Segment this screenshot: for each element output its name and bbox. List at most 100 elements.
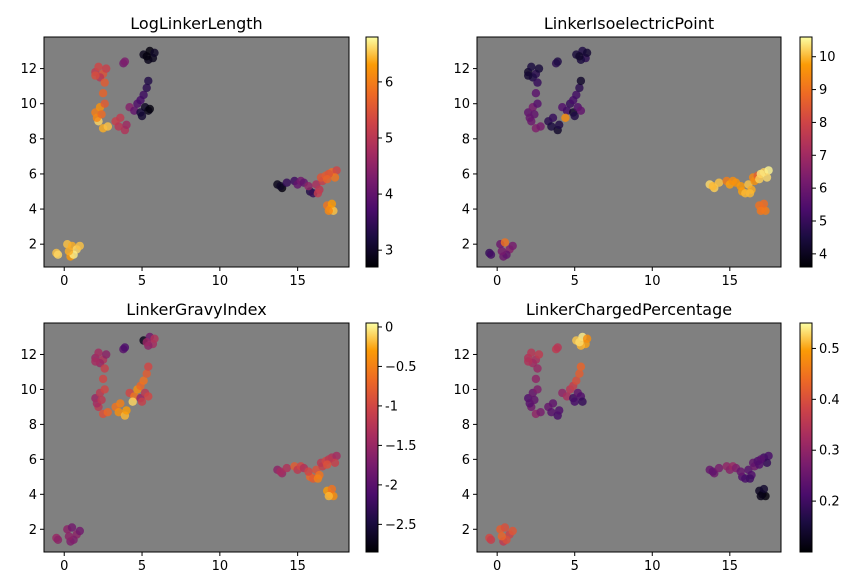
scatter-point bbox=[282, 463, 291, 473]
scatter-point bbox=[582, 334, 592, 343]
x-tick-label: 5 bbox=[138, 274, 146, 289]
scatter-point bbox=[97, 395, 106, 405]
y-tick-label: 12 bbox=[453, 348, 470, 363]
scatter-point bbox=[582, 48, 592, 57]
scatter-point bbox=[64, 247, 74, 256]
scatter-point bbox=[762, 458, 772, 467]
scatter-point bbox=[755, 460, 764, 469]
scatter-point bbox=[137, 397, 147, 406]
scatter-point bbox=[122, 120, 131, 129]
scatter-point bbox=[759, 484, 769, 494]
scatter-point bbox=[508, 526, 517, 536]
scatter-point bbox=[508, 241, 517, 251]
panel-3: LinkerChargedPercentage 0 5 10 15 2 4 6 8 10 12 0.2… bbox=[453, 300, 839, 574]
x-tick-label: 0 bbox=[493, 559, 501, 574]
scatter-point bbox=[332, 451, 341, 461]
y-tick-label: 12 bbox=[20, 62, 37, 77]
scatter-point bbox=[547, 122, 556, 131]
scatter-point bbox=[313, 189, 323, 198]
scatter-point bbox=[533, 364, 542, 373]
colorbar-tick-label: -1 bbox=[385, 399, 398, 414]
scatter-point bbox=[142, 52, 151, 61]
y-tick-label: 4 bbox=[462, 203, 470, 218]
y-tick-label: 2 bbox=[462, 238, 470, 253]
scatter-point bbox=[103, 408, 113, 417]
scatter-point bbox=[536, 408, 545, 417]
chart-title: LinkerIsoelectricPoint bbox=[544, 14, 714, 33]
scatter-point bbox=[762, 173, 772, 182]
scatter-point bbox=[708, 467, 717, 476]
scatter-point bbox=[128, 397, 137, 406]
chart-title: LinkerGravyIndex bbox=[126, 300, 266, 319]
scatter-point bbox=[64, 532, 74, 541]
scatter-point bbox=[575, 52, 584, 61]
scatter-point bbox=[103, 122, 113, 131]
scatter-point bbox=[576, 106, 586, 115]
scatter-point bbox=[276, 467, 285, 476]
scatter-point bbox=[486, 535, 496, 544]
scatter-point bbox=[756, 206, 765, 215]
plot-area bbox=[44, 37, 349, 267]
colorbar-tick-label: 0.2 bbox=[819, 495, 840, 510]
scatter-point bbox=[497, 532, 506, 541]
colorbar-gradient bbox=[366, 323, 378, 552]
scatter-point bbox=[572, 376, 581, 385]
scatter-point bbox=[304, 182, 313, 191]
scatter-point bbox=[75, 241, 85, 251]
colorbar-tick-label: 8 bbox=[819, 116, 827, 131]
scatter-point bbox=[91, 71, 100, 80]
scatter-point bbox=[327, 484, 337, 494]
y-tick-label: 8 bbox=[462, 132, 470, 147]
scatter-point bbox=[276, 182, 285, 191]
scatter-point bbox=[570, 111, 579, 121]
scatter-point bbox=[575, 369, 584, 378]
scatter-point bbox=[323, 460, 332, 469]
chart-title: LinkerChargedPercentage bbox=[526, 300, 732, 319]
scatter-point bbox=[100, 364, 109, 373]
colorbar-tick-label: 7 bbox=[819, 149, 827, 164]
scatter-point bbox=[144, 392, 153, 401]
scatter-point bbox=[576, 362, 586, 371]
x-tick-label: 5 bbox=[571, 274, 579, 289]
colorbar-tick-label: 0 bbox=[385, 320, 393, 335]
y-tick-label: 10 bbox=[453, 97, 470, 112]
scatter-point bbox=[114, 122, 123, 131]
scatter-point bbox=[94, 62, 103, 71]
scatter-point bbox=[547, 408, 556, 417]
colorbar-frame bbox=[799, 322, 813, 553]
y-tick-label: 4 bbox=[29, 203, 37, 218]
colorbar-tick-label: −0.5 bbox=[385, 360, 417, 375]
scatter-point bbox=[324, 491, 333, 501]
y-tick-label: 6 bbox=[462, 453, 470, 468]
scatter-point bbox=[533, 385, 542, 394]
colorbar-tick-label: 4 bbox=[385, 188, 393, 203]
scatter-point bbox=[324, 206, 333, 215]
x-tick-label: 15 bbox=[722, 274, 739, 289]
scatter-point bbox=[304, 467, 313, 476]
colorbar-frame bbox=[365, 36, 379, 268]
scatter-point bbox=[575, 83, 584, 93]
scatter-point bbox=[120, 343, 130, 352]
colorbar-gradient bbox=[800, 323, 812, 552]
scatter-point bbox=[536, 122, 545, 131]
scatter-point bbox=[548, 113, 558, 123]
scatter-point bbox=[548, 399, 558, 408]
scatter-point bbox=[572, 90, 581, 100]
axes-frame bbox=[43, 322, 350, 553]
scatter-point bbox=[114, 408, 123, 417]
panel-0: LogLinkerLength 0 5 10 15 2 4 6 8 10 12 3 4 5 6 bbox=[20, 14, 393, 289]
colorbar-tick-label: 5 bbox=[819, 215, 827, 230]
scatter-point bbox=[139, 90, 148, 100]
scatter-point bbox=[553, 343, 562, 352]
scatter-point bbox=[67, 523, 77, 532]
plot-area bbox=[477, 37, 781, 267]
x-tick-label: 5 bbox=[571, 559, 579, 574]
scatter-point bbox=[534, 350, 544, 359]
colorbar-gradient bbox=[800, 37, 812, 267]
scatter-point bbox=[142, 83, 151, 93]
colorbar-tick-label: 3 bbox=[385, 244, 393, 259]
colorbar-tick-label: 4 bbox=[819, 247, 827, 262]
colorbar-tick-label: 0.4 bbox=[819, 393, 840, 408]
scatter-point bbox=[75, 526, 85, 536]
scatter-point bbox=[150, 48, 159, 57]
